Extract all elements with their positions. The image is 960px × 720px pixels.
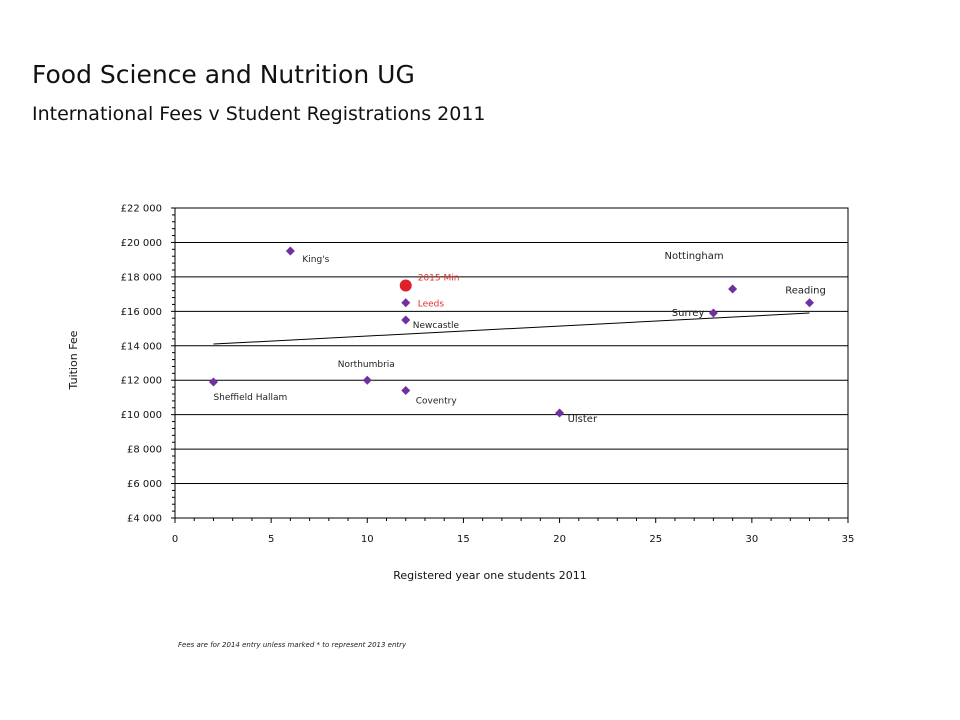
y-tick-label: £16 000 <box>121 307 162 318</box>
data-point-marker <box>401 315 411 325</box>
x-axis-tick-labels: 0 5 10 15 20 25 30 35 <box>172 534 855 545</box>
highlight-point-label: 2015 Min <box>418 274 460 284</box>
y-tick-label: £8 000 <box>127 445 162 456</box>
data-labels: King's Leeds Newcastle Nottingham Surrey Read… <box>213 251 825 425</box>
y-axis-tick-labels: £4 000 £6 000 £8 000 £10 000 £12 000 £14 000 £… <box>121 204 162 525</box>
chart-title: Food Science and Nutrition UG <box>32 60 415 89</box>
data-points <box>208 246 815 418</box>
y-tick-label: £10 000 <box>121 410 162 421</box>
y-tick-label: £14 000 <box>121 341 162 352</box>
data-point-marker <box>208 377 218 387</box>
y-tick-label: £6 000 <box>127 479 162 490</box>
data-point-label: Leeds <box>418 300 445 310</box>
chart-subtitle: International Fees v Student Registratio… <box>32 103 486 125</box>
gridlines <box>175 241 848 485</box>
y-axis-title: Tuition Fee <box>67 330 80 390</box>
x-axis-title: Registered year one students 2011 <box>393 569 587 582</box>
x-axis-ticks <box>174 518 849 523</box>
data-point-marker <box>805 298 815 308</box>
data-point-label: Surrey <box>672 308 705 319</box>
data-point-label: Coventry <box>416 397 458 407</box>
data-point-marker <box>401 386 411 396</box>
y-axis-ticks <box>171 207 175 519</box>
data-point-label: Reading <box>785 286 826 297</box>
x-tick-label: 25 <box>649 534 662 545</box>
data-point-marker <box>555 408 565 418</box>
data-point-label: Newcastle <box>413 321 460 331</box>
footnote: Fees are for 2014 entry unless marked * … <box>178 641 407 649</box>
data-point-marker <box>708 308 718 318</box>
y-tick-label: £12 000 <box>121 376 162 387</box>
y-tick-label: £20 000 <box>121 238 162 249</box>
data-point-marker <box>728 284 738 294</box>
x-tick-label: 5 <box>268 534 274 545</box>
y-tick-label: £4 000 <box>127 514 162 525</box>
data-point-label: Nottingham <box>665 251 724 262</box>
x-tick-label: 0 <box>172 534 178 545</box>
data-point-label: Ulster <box>568 414 598 425</box>
data-point-marker <box>362 375 372 385</box>
data-point-marker <box>401 298 411 308</box>
x-tick-label: 15 <box>457 534 470 545</box>
data-point-label: Northumbria <box>338 360 395 370</box>
trendline <box>213 312 810 345</box>
x-tick-label: 30 <box>745 534 758 545</box>
data-point-label: Sheffield Hallam <box>213 393 287 403</box>
x-tick-label: 10 <box>361 534 374 545</box>
y-tick-label: £22 000 <box>121 204 162 215</box>
highlight-point-marker <box>399 279 412 292</box>
y-tick-label: £18 000 <box>121 272 162 283</box>
data-point-label: King's <box>302 255 329 265</box>
plot-area <box>174 207 849 519</box>
data-point-marker <box>285 246 295 256</box>
x-tick-label: 35 <box>842 534 855 545</box>
x-tick-label: 20 <box>553 534 566 545</box>
